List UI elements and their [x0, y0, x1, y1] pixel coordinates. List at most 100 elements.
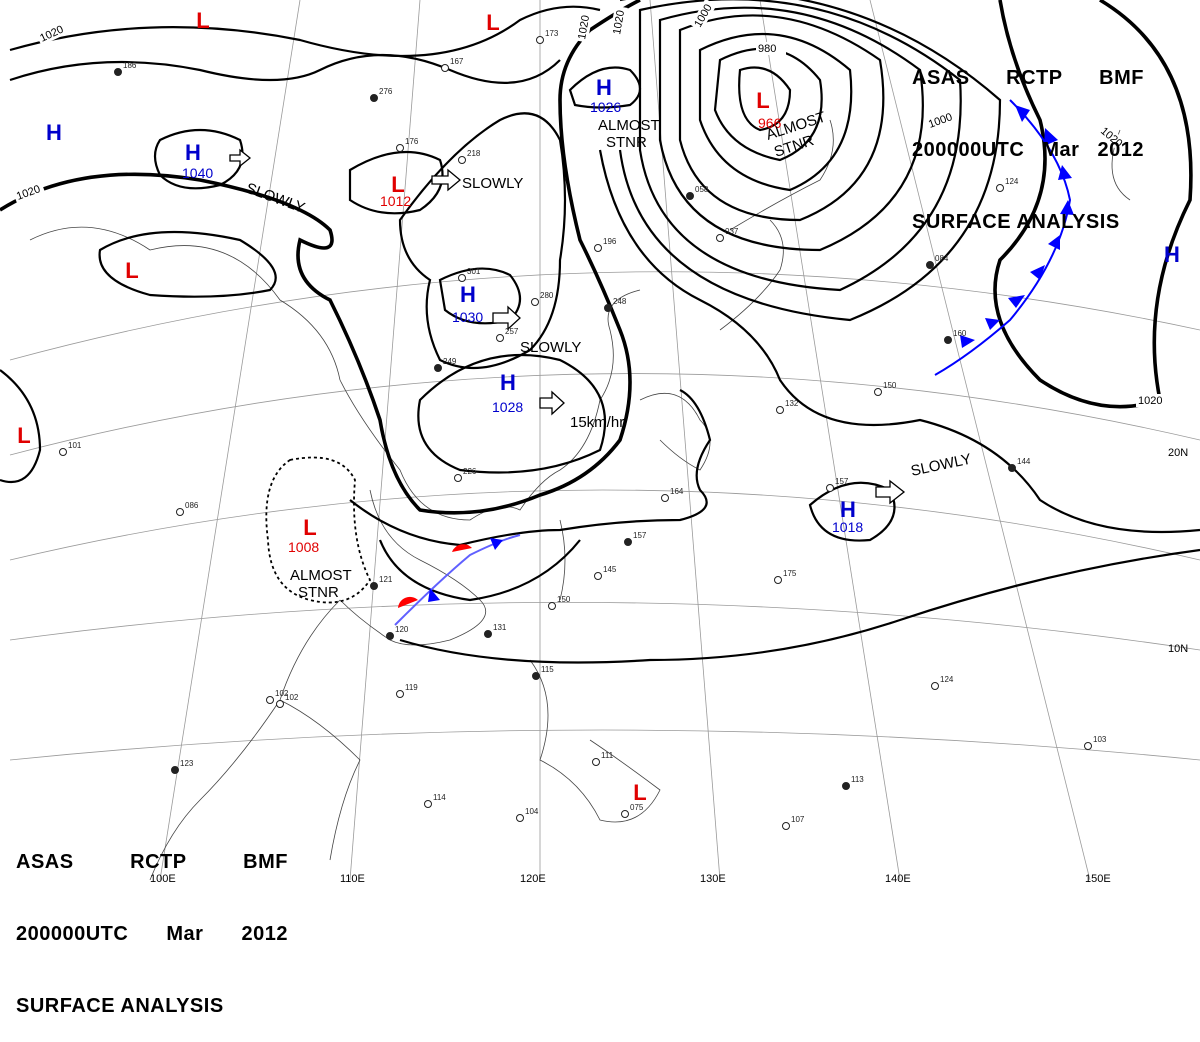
motion-label: 15km/hr	[570, 414, 624, 431]
station-pressure: 249	[443, 357, 457, 366]
high-pressure-symbol: H	[460, 282, 476, 307]
station-pressure: 280	[540, 291, 554, 300]
station-pressure: 276	[379, 87, 393, 96]
header-line2: 200000UTC Mar 2012	[16, 922, 288, 946]
station-dot	[1084, 742, 1092, 750]
station-dot	[944, 336, 952, 344]
high-pressure-symbol: H	[46, 120, 62, 145]
motion-label: SLOWLY	[520, 339, 581, 356]
header-bottom-left: ASAS RCTP BMF 200000UTC Mar 2012 SURFACE…	[16, 802, 288, 1042]
station-dot	[774, 576, 782, 584]
latitude-label: 10N	[1168, 643, 1188, 655]
low-pressure-symbol: L	[756, 88, 769, 113]
station-dot	[931, 682, 939, 690]
station-dot	[592, 758, 600, 766]
header-month: Mar	[1042, 139, 1080, 161]
high-pressure-symbol: H	[1164, 242, 1180, 267]
station-dot	[424, 800, 432, 808]
isobar-label-bg	[924, 109, 958, 132]
isobar-label: 1000	[692, 2, 715, 29]
header-year: 2012	[241, 923, 288, 945]
pressure-value: 1018	[832, 519, 863, 535]
station-pressure: 157	[835, 477, 849, 486]
station-dot	[484, 630, 492, 638]
station-pressure: 186	[123, 61, 137, 70]
station-dot	[396, 690, 404, 698]
station-pressure: 144	[1017, 457, 1031, 466]
station-dot	[874, 388, 882, 396]
station-dot	[594, 572, 602, 580]
cold-front-east	[934, 99, 1074, 376]
station-pressure: 123	[180, 759, 194, 768]
station-dot	[826, 484, 834, 492]
header-agency: ASAS	[912, 67, 970, 89]
station-dot	[396, 144, 404, 152]
station-pressure: 111	[601, 751, 614, 760]
isobar-label-bg	[690, 0, 717, 32]
high-pressure-symbol: H	[185, 140, 201, 165]
station-dot	[536, 36, 544, 44]
isobar-label: 1020	[15, 183, 42, 203]
isobar-label-bg	[756, 42, 786, 55]
isobar-label-bg	[1096, 123, 1128, 153]
pressure-value: 1012	[380, 193, 411, 209]
longitude-label: 140E	[885, 873, 911, 885]
station-dot	[171, 766, 179, 774]
low-pressure-symbol: L	[196, 8, 209, 33]
header-agency: ASAS	[16, 851, 74, 873]
station-pressure: 119	[405, 683, 418, 692]
low-pressure-symbol: L	[125, 258, 138, 283]
station-pressure: 160	[953, 329, 967, 338]
station-pressure: 218	[467, 149, 481, 158]
station-pressure: 175	[783, 569, 797, 578]
isobar-label-bg	[609, 5, 628, 38]
station-dot	[621, 810, 629, 818]
header-station: RCTP	[130, 851, 187, 873]
station-dot	[842, 782, 850, 790]
low-pressure-symbol: L	[486, 10, 499, 35]
station-pressure: 075	[630, 803, 644, 812]
station-pressure: 301	[467, 267, 481, 276]
graticule	[9, 0, 1200, 881]
motion-label: SLOWLY	[462, 175, 523, 192]
pressure-value: 1008	[288, 539, 319, 555]
station-pressure: 150	[883, 381, 897, 390]
station-dot	[176, 508, 184, 516]
low-pressure-symbol: L	[303, 515, 316, 540]
station-dot	[266, 696, 274, 704]
station-pressure: 131	[493, 623, 507, 632]
station-pressure: 124	[940, 675, 954, 684]
station-pressure: 257	[505, 327, 519, 336]
station-pressure: 132	[785, 399, 799, 408]
header-line1: ASAS RCTP BMF	[16, 850, 288, 874]
station-dot	[516, 814, 524, 822]
station-dot	[458, 156, 466, 164]
station-pressure: 115	[541, 665, 554, 674]
station-dot	[782, 822, 790, 830]
station-dot	[1008, 464, 1016, 472]
isobar-label: 1020	[38, 23, 65, 44]
coastlines	[29, 119, 1131, 881]
station-dot	[926, 261, 934, 269]
header-line3: SURFACE ANALYSIS	[912, 210, 1144, 234]
longitude-label: 100E	[150, 873, 176, 885]
station-dot	[59, 448, 67, 456]
station-dot	[496, 334, 504, 342]
station-pressure: 145	[603, 565, 617, 574]
header-title: SURFACE ANALYSIS	[16, 995, 224, 1017]
longitude-label: 110E	[340, 873, 365, 885]
station-pressure: 104	[525, 807, 539, 816]
station-pressure: 196	[603, 237, 617, 246]
header-top-right: ASAS RCTP BMF 200000UTC Mar 2012 SURFACE…	[912, 18, 1144, 258]
station-pressure: 157	[633, 531, 647, 540]
pressure-value: 966	[758, 115, 782, 131]
station-pressure: 176	[405, 137, 419, 146]
station-pressure: 101	[68, 441, 82, 450]
station-pressure: 150	[557, 595, 571, 604]
pressure-value: 1040	[182, 165, 213, 181]
station-dot	[114, 68, 122, 76]
station-dot	[441, 64, 449, 72]
station-dot	[548, 602, 556, 610]
station-dot	[370, 94, 378, 102]
isobar-label: 1020	[576, 14, 592, 40]
